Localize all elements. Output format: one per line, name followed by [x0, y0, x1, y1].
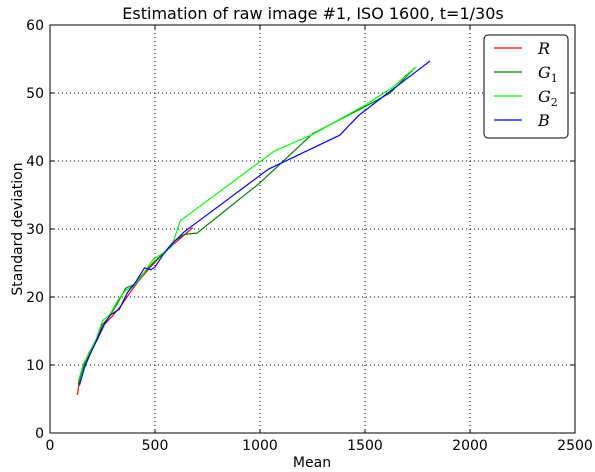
legend-box	[483, 34, 569, 139]
chart-title: Estimation of raw image #1, ISO 1600, t=…	[122, 4, 503, 23]
x-axis-label: Mean	[293, 455, 331, 471]
y-tick-label: 20	[26, 290, 44, 306]
x-tick-label: 1000	[242, 438, 278, 454]
y-axis-label: Standard deviation	[10, 162, 26, 295]
y-tick-label: 50	[26, 86, 44, 102]
axis-ticks: 0 500 1000 1500 2000 2500 0 10 20 30 40 50 60	[26, 18, 593, 454]
legend-label-sub: 2	[551, 96, 558, 109]
x-tick-label: 2000	[452, 438, 488, 454]
series-line-r	[76, 227, 194, 395]
legend-label-g1: G1	[538, 63, 558, 85]
y-tick-label: 30	[26, 222, 44, 238]
x-tick-label: 0	[46, 438, 55, 454]
legend-label-sub: 1	[551, 72, 558, 85]
x-tick-label: 500	[142, 438, 169, 454]
y-tick-label: 0	[35, 426, 44, 442]
y-tick-label: 60	[26, 18, 44, 34]
y-tick-label: 10	[26, 358, 44, 374]
grid-lines	[50, 25, 575, 433]
x-tick-label: 2500	[557, 438, 593, 454]
legend-label-r: R	[537, 39, 550, 58]
legend-label-main: B	[537, 111, 550, 130]
series-line-b	[78, 60, 431, 386]
legend-label-main: G	[538, 63, 551, 82]
series-line-g2	[77, 66, 416, 382]
legend-label-main: G	[538, 87, 551, 106]
y-tick-label: 40	[26, 154, 44, 170]
legend-label-main: R	[537, 39, 550, 58]
x-tick-label: 1500	[347, 438, 383, 454]
plot-series	[76, 60, 431, 395]
legend-label-g2: G2	[538, 87, 558, 109]
legend-label-b: B	[537, 111, 550, 130]
